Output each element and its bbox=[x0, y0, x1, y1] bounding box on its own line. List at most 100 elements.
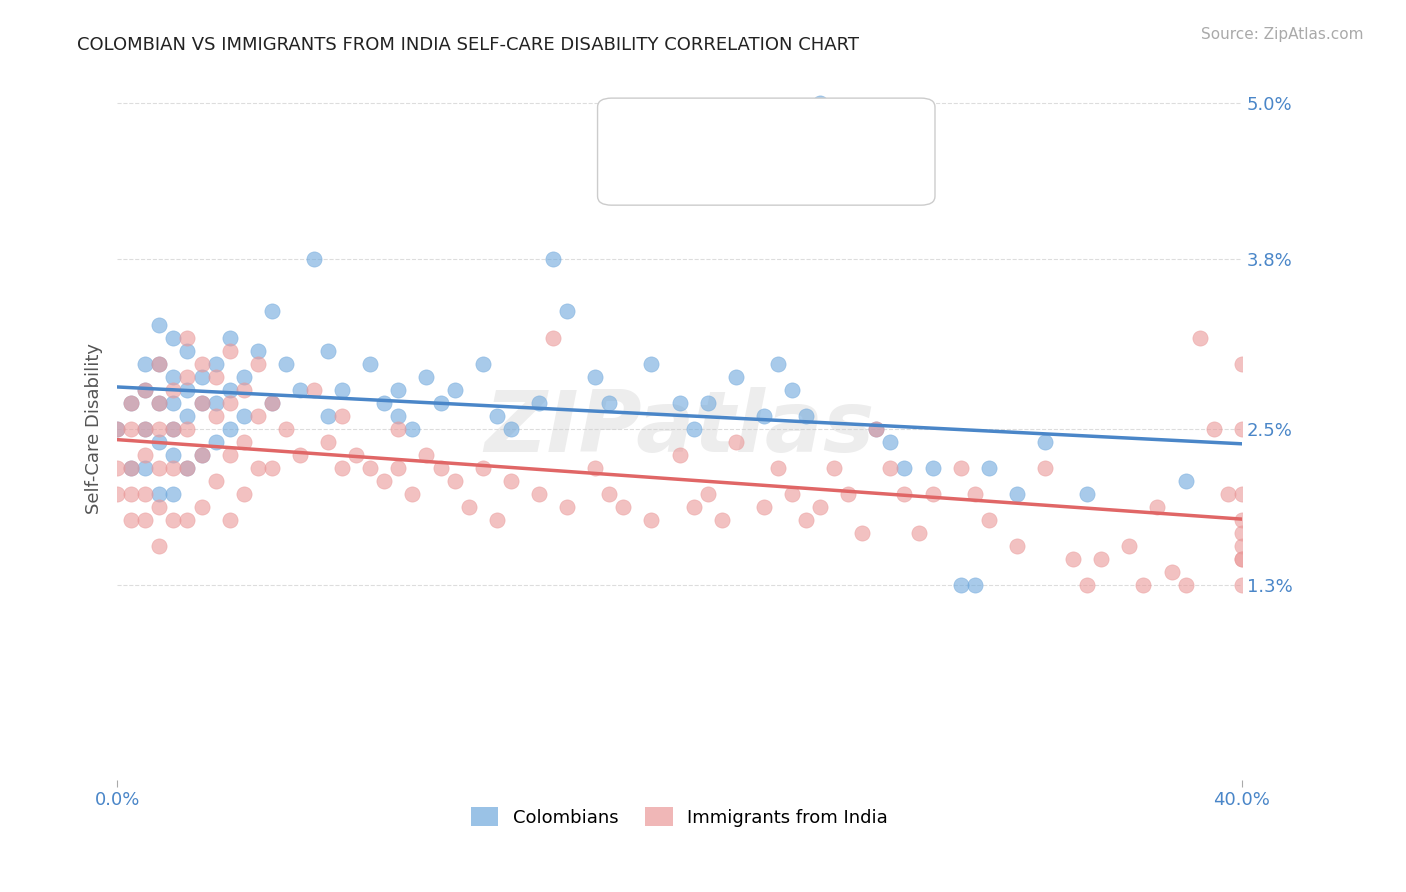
Colombians bbox=[373, 395, 395, 409]
Immigrants from India bbox=[471, 460, 494, 475]
Immigrants from India bbox=[780, 486, 803, 500]
Immigrants from India bbox=[710, 512, 733, 526]
Colombians bbox=[1076, 486, 1098, 500]
Immigrants from India bbox=[232, 434, 254, 449]
Immigrants from India bbox=[527, 486, 550, 500]
Colombians bbox=[808, 96, 831, 111]
Text: Source: ZipAtlas.com: Source: ZipAtlas.com bbox=[1201, 27, 1364, 42]
Immigrants from India bbox=[134, 486, 156, 500]
Colombians bbox=[204, 434, 226, 449]
Immigrants from India bbox=[232, 486, 254, 500]
Immigrants from India bbox=[401, 486, 423, 500]
Colombians bbox=[232, 369, 254, 384]
Colombians bbox=[232, 409, 254, 423]
Immigrants from India bbox=[1230, 551, 1253, 566]
Bar bbox=[621, 122, 658, 145]
Immigrants from India bbox=[218, 395, 240, 409]
Immigrants from India bbox=[162, 460, 184, 475]
Immigrants from India bbox=[1076, 577, 1098, 591]
Immigrants from India bbox=[1118, 539, 1140, 553]
Colombians bbox=[218, 421, 240, 435]
Immigrants from India bbox=[682, 500, 704, 514]
Immigrants from India bbox=[457, 500, 479, 514]
Immigrants from India bbox=[246, 409, 269, 423]
Immigrants from India bbox=[443, 474, 465, 488]
Colombians bbox=[190, 369, 212, 384]
Colombians bbox=[162, 369, 184, 384]
Immigrants from India bbox=[302, 383, 325, 397]
Immigrants from India bbox=[766, 460, 789, 475]
Colombians bbox=[879, 434, 901, 449]
Immigrants from India bbox=[1230, 525, 1253, 540]
Immigrants from India bbox=[949, 460, 972, 475]
Colombians bbox=[218, 330, 240, 344]
Immigrants from India bbox=[204, 474, 226, 488]
Immigrants from India bbox=[218, 512, 240, 526]
Colombians bbox=[162, 395, 184, 409]
Colombians bbox=[176, 383, 198, 397]
Immigrants from India bbox=[260, 460, 283, 475]
Immigrants from India bbox=[640, 512, 662, 526]
Immigrants from India bbox=[359, 460, 381, 475]
Colombians bbox=[583, 369, 606, 384]
Immigrants from India bbox=[1160, 565, 1182, 579]
Colombians bbox=[1005, 486, 1028, 500]
Text: N =  79: N = 79 bbox=[813, 123, 886, 141]
Immigrants from India bbox=[148, 357, 170, 371]
Colombians bbox=[682, 421, 704, 435]
Immigrants from India bbox=[1230, 577, 1253, 591]
Colombians bbox=[162, 486, 184, 500]
Immigrants from India bbox=[204, 369, 226, 384]
Colombians bbox=[120, 460, 142, 475]
Colombians bbox=[780, 383, 803, 397]
Immigrants from India bbox=[176, 512, 198, 526]
Immigrants from India bbox=[893, 486, 915, 500]
Colombians bbox=[246, 343, 269, 358]
Colombians bbox=[921, 460, 943, 475]
Immigrants from India bbox=[190, 357, 212, 371]
Colombians bbox=[443, 383, 465, 397]
Colombians bbox=[316, 409, 339, 423]
Immigrants from India bbox=[387, 421, 409, 435]
Immigrants from India bbox=[921, 486, 943, 500]
Colombians bbox=[977, 460, 1000, 475]
Colombians bbox=[134, 357, 156, 371]
Colombians bbox=[162, 330, 184, 344]
Colombians bbox=[766, 357, 789, 371]
Immigrants from India bbox=[176, 421, 198, 435]
Immigrants from India bbox=[879, 460, 901, 475]
Colombians bbox=[148, 486, 170, 500]
Immigrants from India bbox=[1090, 551, 1112, 566]
Colombians bbox=[387, 383, 409, 397]
Immigrants from India bbox=[794, 512, 817, 526]
Colombians bbox=[190, 448, 212, 462]
Colombians bbox=[134, 460, 156, 475]
Immigrants from India bbox=[148, 460, 170, 475]
Colombians bbox=[598, 395, 620, 409]
Immigrants from India bbox=[134, 448, 156, 462]
Immigrants from India bbox=[190, 448, 212, 462]
Immigrants from India bbox=[344, 448, 367, 462]
Immigrants from India bbox=[330, 409, 353, 423]
Colombians bbox=[401, 421, 423, 435]
Immigrants from India bbox=[823, 460, 845, 475]
Immigrants from India bbox=[668, 448, 690, 462]
Colombians bbox=[134, 421, 156, 435]
Y-axis label: Self-Care Disability: Self-Care Disability bbox=[86, 343, 103, 514]
Colombians bbox=[527, 395, 550, 409]
Immigrants from India bbox=[696, 486, 718, 500]
Immigrants from India bbox=[148, 395, 170, 409]
Colombians bbox=[330, 383, 353, 397]
Immigrants from India bbox=[541, 330, 564, 344]
Colombians bbox=[668, 395, 690, 409]
Colombians bbox=[218, 383, 240, 397]
Immigrants from India bbox=[583, 460, 606, 475]
Immigrants from India bbox=[1230, 357, 1253, 371]
Colombians bbox=[640, 357, 662, 371]
Bar bbox=[621, 163, 658, 186]
Text: R = −0.224: R = −0.224 bbox=[668, 123, 780, 141]
Colombians bbox=[555, 304, 578, 318]
Immigrants from India bbox=[387, 460, 409, 475]
Immigrants from India bbox=[134, 512, 156, 526]
Immigrants from India bbox=[330, 460, 353, 475]
